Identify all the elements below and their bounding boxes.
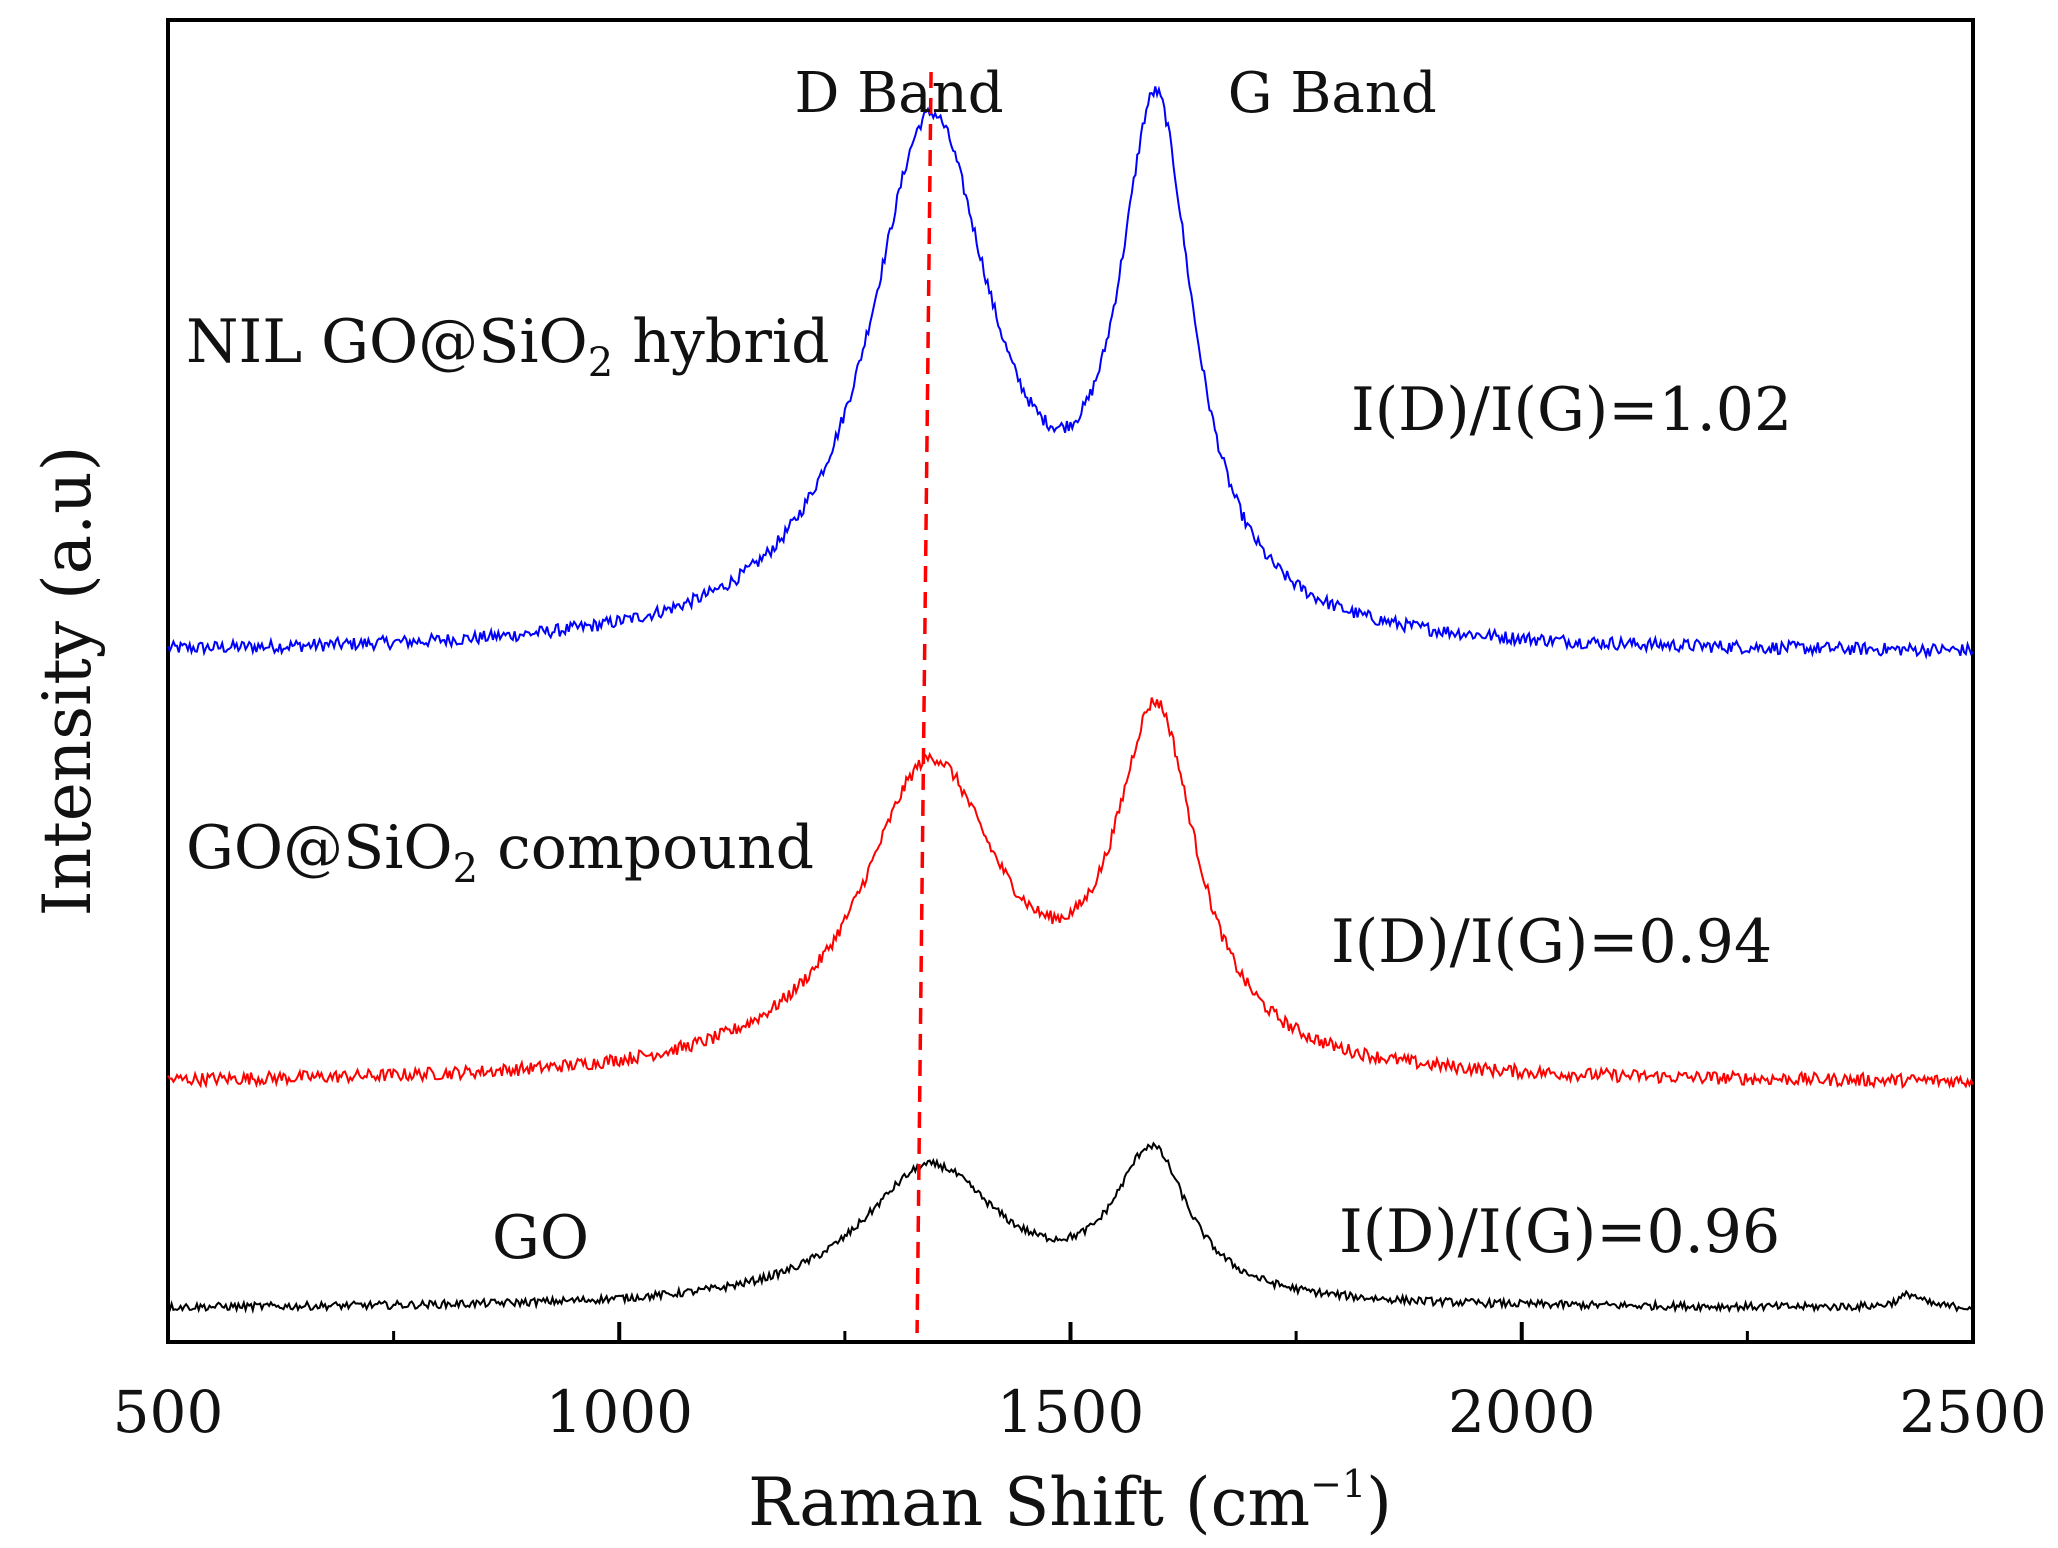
band-label: D Band [794, 61, 1003, 126]
series-name-label: NIL GO@SiO2 hybrid [186, 307, 829, 386]
x-axis-ticks: 500 1000 1500 2000 2500 [113, 1322, 2047, 1446]
series-name-label: GO@SiO2 compound [186, 813, 814, 892]
d-band-reference-line [915, 71, 933, 1334]
x-tick-label: 2500 [1899, 1378, 2047, 1446]
ratio-label: I(D)/I(G)=0.94 [1331, 907, 1772, 977]
series-line-2 [167, 1141, 1974, 1315]
x-tick-label: 500 [113, 1378, 224, 1446]
annotations: D Band G Band NIL GO@SiO2 hybrid I(D)/I(G)=… [186, 61, 1792, 1273]
series-layer [167, 85, 1974, 1315]
series-line-0 [167, 85, 1974, 660]
x-tick-label: 1000 [545, 1378, 693, 1446]
band-label: G Band [1228, 61, 1437, 126]
ratio-label: I(D)/I(G)=0.96 [1339, 1197, 1780, 1267]
x-axis-title: Raman Shift (cm−1) [748, 1462, 1392, 1541]
ratio-label: I(D)/I(G)=1.02 [1351, 375, 1792, 445]
x-tick-label: 1500 [997, 1378, 1145, 1446]
series-line-1 [167, 697, 1974, 1090]
y-axis-title: Intensity (a.u) [29, 446, 106, 917]
plot-area-frame [166, 18, 1975, 1344]
x-tick-label: 2000 [1448, 1378, 1596, 1446]
series-name-label: GO [492, 1203, 589, 1273]
